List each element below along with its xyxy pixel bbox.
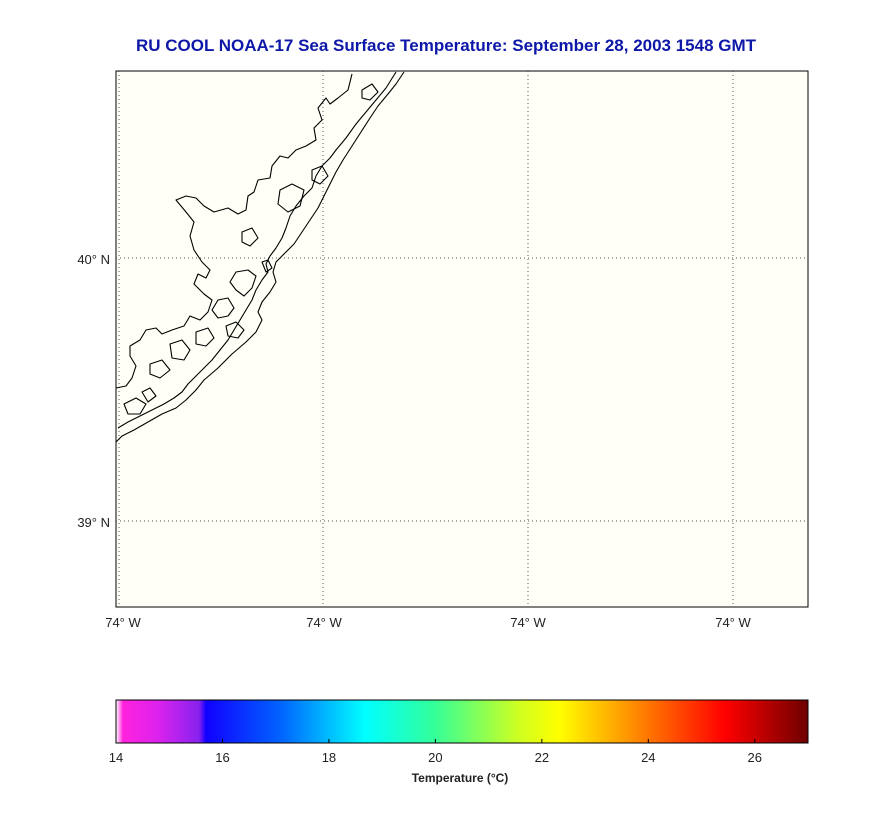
coastline-mainland-north (115, 73, 353, 389)
colorbar-tick-label: 20 (428, 750, 442, 765)
island-12 (141, 387, 157, 403)
coastline-outer (115, 71, 405, 443)
island-2 (211, 297, 235, 319)
lon-label-4: 74° W (715, 615, 751, 630)
island-4 (169, 339, 191, 361)
map-panel: 40° N 39° N 74° W 74° W 74° W 74° W (77, 70, 809, 630)
lat-label-40: 40° N (77, 252, 110, 267)
colorbar-tick-label: 24 (641, 750, 655, 765)
island-13 (261, 259, 273, 273)
island-7 (277, 183, 305, 213)
map-area (115, 70, 809, 608)
colorbar-tick-label: 26 (748, 750, 762, 765)
island-3 (195, 327, 215, 347)
colorbar-gradient (115, 699, 809, 744)
colorbar-tick-label: 22 (535, 750, 549, 765)
colorbar-tick-label: 18 (322, 750, 336, 765)
lon-label-3: 74° W (510, 615, 546, 630)
island-9 (241, 227, 259, 247)
island-6 (225, 321, 245, 339)
island-11 (123, 397, 147, 415)
lon-label-1: 74° W (105, 615, 141, 630)
island-10 (361, 83, 379, 101)
lon-label-2: 74° W (306, 615, 342, 630)
colorbar-label: Temperature (°C) (411, 771, 509, 785)
colorbar-ticks: 14 16 18 20 22 24 26 (109, 739, 762, 765)
colorbar-tick-label: 14 (109, 750, 123, 765)
graticule (116, 71, 808, 607)
coastline-inner (117, 71, 397, 429)
island-8 (311, 165, 329, 185)
lat-label-39: 39° N (77, 515, 110, 530)
colorbar-tick-label: 16 (215, 750, 229, 765)
island-5 (149, 359, 171, 379)
map-title: RU COOL NOAA-17 Sea Surface Temperature:… (135, 36, 757, 55)
coastline (115, 71, 405, 443)
island-1 (229, 269, 257, 297)
